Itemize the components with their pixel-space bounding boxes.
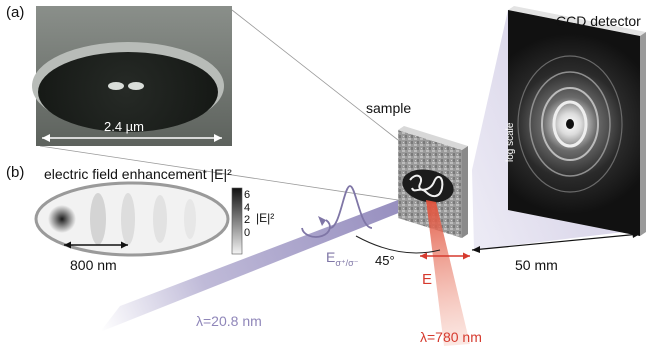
sample-label: sample <box>366 100 412 116</box>
colorbar-ticks: 6 4 2 0 <box>244 189 250 239</box>
distance-label: 50 mm <box>515 257 558 273</box>
pulse-envelope <box>329 185 373 229</box>
ccd-detector <box>508 6 646 236</box>
zoom-line-bottom <box>39 145 399 201</box>
zoom-line-top <box>231 9 399 141</box>
detector-scale-label: log scale <box>505 122 516 162</box>
field-map-title: electric field enhancement |E|² <box>44 166 232 182</box>
field-hotspot <box>48 199 76 239</box>
panel-a-tag: (a) <box>6 4 25 21</box>
panel-b-tag: (b) <box>6 164 25 181</box>
detector-label: CCD detector <box>556 13 641 29</box>
colorbar-tick: 6 <box>244 189 251 201</box>
colorbar-label: |E|² <box>256 211 275 225</box>
colorbar <box>231 187 243 255</box>
colorbar-tick: 4 <box>244 201 251 214</box>
xuv-wavelength-label: λ=20.8 nm <box>196 313 262 329</box>
ir-beam <box>426 200 470 346</box>
sample-plate <box>398 126 468 238</box>
sem-scale-label: 2.4 µm <box>104 119 145 134</box>
ir-field-label: E <box>422 271 433 288</box>
xuv-beam <box>100 200 406 332</box>
angle-arc <box>355 235 441 254</box>
sem-image <box>32 6 232 146</box>
ir-wavelength-label: λ=780 nm <box>420 329 482 345</box>
nanostructure-right <box>128 82 144 90</box>
colorbar-tick: 0 <box>244 226 251 239</box>
angle-label: 45° <box>375 253 395 268</box>
distance-arrow <box>471 233 641 251</box>
helicity-arrow-icon <box>301 219 331 238</box>
field-scale-label: 800 nm <box>70 257 117 273</box>
colorbar-tick: 2 <box>244 214 251 226</box>
field-map <box>34 181 230 257</box>
xuv-polarization-label: Eσ⁺/σ⁻ <box>326 249 359 268</box>
nanostructure-left <box>108 82 124 90</box>
